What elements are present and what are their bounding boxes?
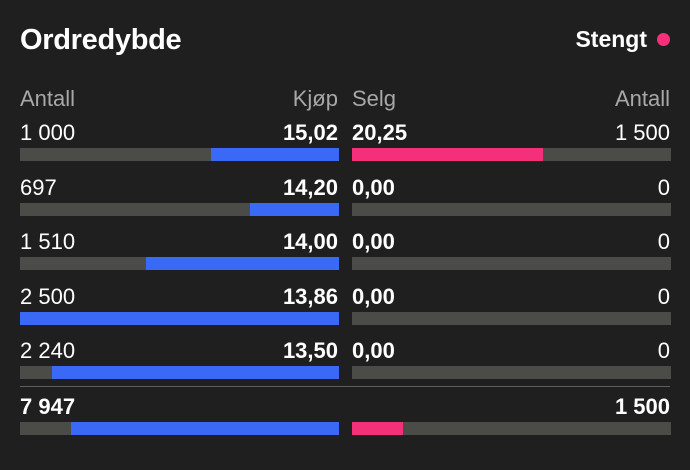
buy-price: 14,20 bbox=[282, 174, 338, 200]
buy-qty: 697 bbox=[20, 174, 57, 200]
order-row: 1 000 15,02 20,25 1 500 bbox=[0, 120, 690, 174]
order-row: 2 500 13,86 0,00 0 bbox=[0, 284, 690, 338]
buy-qty: 2 500 bbox=[20, 283, 76, 309]
buy-price: 14,00 bbox=[282, 229, 338, 254]
buy-qty: 1 000 bbox=[20, 120, 76, 145]
sell-depth-bar bbox=[352, 148, 671, 161]
sell-price: 0,00 bbox=[352, 174, 395, 200]
market-status-label: Stengt bbox=[575, 26, 647, 52]
sell-depth-bar bbox=[352, 311, 671, 325]
total-buy-bar bbox=[20, 422, 339, 435]
buy-depth-bar bbox=[20, 366, 339, 379]
buy-depth-fill bbox=[249, 202, 339, 216]
sell-depth-bar bbox=[352, 257, 671, 270]
col-header-sell-qty: Antall bbox=[614, 86, 670, 111]
buy-depth-bar bbox=[20, 148, 339, 161]
order-row: 697 14,20 0,00 0 bbox=[0, 175, 690, 229]
totals-divider bbox=[20, 386, 670, 387]
buy-depth-bar bbox=[20, 311, 339, 325]
sell-qty: 1 500 bbox=[614, 120, 670, 145]
sell-depth-bar bbox=[352, 366, 671, 379]
total-sell-bar bbox=[352, 422, 671, 435]
buy-depth-fill bbox=[211, 148, 339, 161]
sell-depth-fill bbox=[352, 148, 544, 161]
buy-price: 13,86 bbox=[282, 283, 338, 309]
panel-title: Ordredybde bbox=[20, 24, 182, 56]
total-sell-qty: 1 500 bbox=[614, 394, 670, 419]
col-header-buy-price: Kjøp bbox=[292, 86, 338, 111]
status-dot-icon bbox=[657, 33, 670, 46]
total-buy-qty: 7 947 bbox=[20, 394, 76, 419]
sell-qty: 0 bbox=[657, 229, 670, 254]
col-header-sell-price: Selg bbox=[352, 86, 397, 111]
market-status: Stengt bbox=[575, 26, 670, 53]
sell-qty: 0 bbox=[657, 283, 670, 309]
buy-depth-fill bbox=[20, 311, 339, 325]
total-sell-fill bbox=[352, 422, 404, 435]
buy-price: 15,02 bbox=[282, 120, 338, 145]
buy-depth-fill bbox=[146, 257, 339, 270]
buy-depth-bar bbox=[20, 202, 339, 216]
buy-price: 13,50 bbox=[282, 338, 338, 363]
order-row: 2 240 13,50 0,00 0 bbox=[0, 338, 690, 392]
totals-row: 7 947 1 500 bbox=[0, 394, 690, 448]
sell-price: 0,00 bbox=[352, 338, 395, 363]
buy-qty: 1 510 bbox=[20, 229, 76, 254]
col-header-buy-qty: Antall bbox=[20, 86, 76, 111]
buy-qty: 2 240 bbox=[20, 338, 76, 363]
buy-depth-bar bbox=[20, 257, 339, 270]
total-buy-fill bbox=[71, 422, 339, 435]
sell-depth-bar bbox=[352, 202, 671, 216]
sell-qty: 0 bbox=[657, 174, 670, 200]
buy-depth-fill bbox=[51, 366, 339, 379]
sell-price: 20,25 bbox=[352, 120, 408, 145]
order-row: 1 510 14,00 0,00 0 bbox=[0, 229, 690, 283]
sell-price: 0,00 bbox=[352, 229, 395, 254]
sell-qty: 0 bbox=[657, 338, 670, 363]
sell-price: 0,00 bbox=[352, 283, 395, 309]
